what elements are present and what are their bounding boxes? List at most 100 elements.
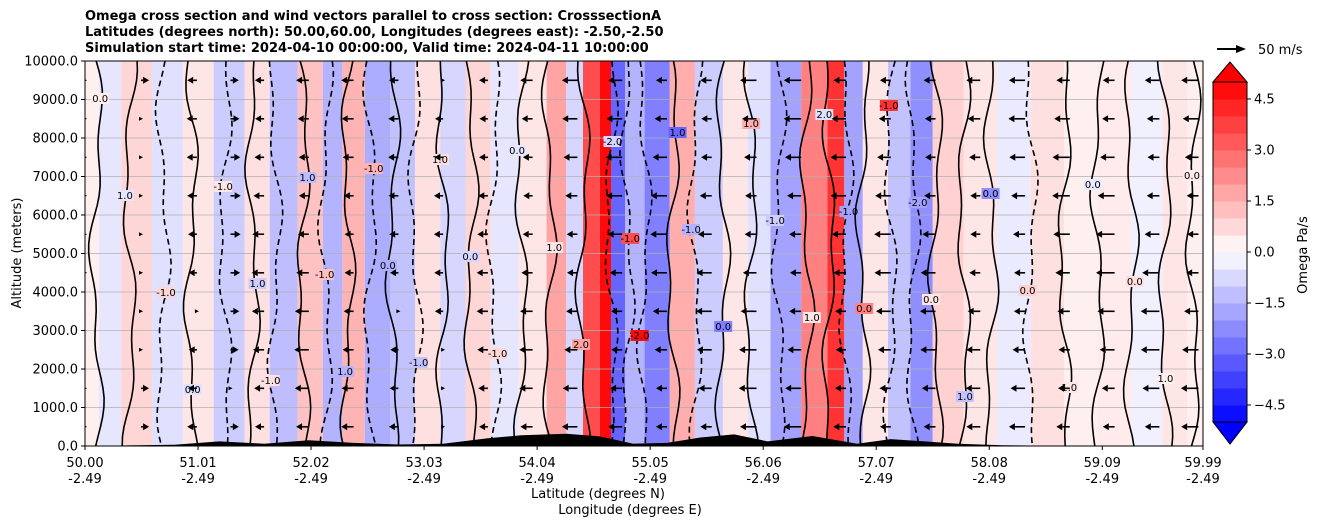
wind-vector-head	[479, 153, 486, 161]
contour-label: -1.0	[213, 182, 233, 193]
omega-contour-line	[182, 61, 200, 446]
wind-vector-head	[1102, 423, 1109, 431]
wind-vector-head	[188, 269, 195, 277]
omega-contour-line	[957, 61, 972, 446]
contour-label-bg	[1183, 170, 1201, 181]
wind-vector-head	[296, 423, 303, 431]
omega-contour-line	[1057, 61, 1073, 446]
wind-vector-head	[1096, 269, 1102, 277]
wind-vector-head	[1010, 384, 1017, 392]
wind-vector-head	[1008, 423, 1015, 431]
wind-vector-head	[924, 192, 931, 200]
wind-vector-head	[294, 384, 301, 392]
x-tick-label-lon: -2.49	[407, 472, 441, 487]
wind-vector-head	[1181, 76, 1188, 84]
contour-label: -1.0	[765, 216, 785, 227]
wind-vector-head	[251, 307, 258, 315]
wind-vector-head	[876, 307, 882, 315]
wind-vector-head	[1184, 307, 1191, 315]
contour-label: 2.0	[816, 110, 832, 121]
x-tick-label-lat: 56.06	[745, 456, 782, 471]
wind-vector-head	[920, 346, 927, 354]
colorbar-extend-max	[1211, 61, 1249, 83]
colorbar-band	[1213, 405, 1247, 423]
wind-vector-head	[1008, 76, 1015, 84]
omega-contour-line	[1184, 61, 1202, 446]
wind-vector-head	[188, 346, 195, 354]
omega-contour-line	[604, 61, 620, 446]
wind-vector-head	[700, 423, 707, 431]
chart-title-line-2: Latitudes (degrees north): 50.00,60.00, …	[85, 25, 664, 40]
y-tick-label: 9000.0	[33, 93, 79, 108]
colorbar-tick-label: 3.0	[1254, 144, 1275, 159]
wind-vector-head	[922, 230, 929, 238]
contour-label: 0.0	[92, 94, 108, 105]
wind-vector-head	[434, 269, 441, 277]
wind-vector-head	[143, 384, 149, 392]
contour-label: 0.0	[1184, 171, 1200, 182]
contour-label-bg	[315, 269, 334, 280]
contour-label-bg	[668, 127, 687, 138]
wind-vector-head	[188, 230, 194, 238]
contour-label-bg	[981, 188, 1000, 199]
contour-label-bg	[855, 303, 874, 314]
wind-vector-head	[607, 230, 614, 238]
wind-vector-head	[656, 384, 662, 392]
contour-label: 1.0	[546, 243, 562, 254]
wind-vector-head	[294, 307, 301, 315]
wind-vector-head	[561, 423, 568, 431]
wind-vector-head	[655, 76, 662, 84]
wind-vector-head	[874, 230, 881, 238]
wind-vector-head	[1144, 423, 1151, 431]
wind-vector-head	[566, 307, 573, 315]
omega-contour-line	[384, 61, 402, 446]
wind-vector-head	[77, 346, 83, 353]
wind-vector-head	[611, 307, 618, 315]
contour-label: -1.0	[620, 234, 640, 245]
wind-vector	[139, 309, 143, 314]
x-tick-label-lon: -2.49	[859, 472, 893, 487]
wind-vector-head	[789, 269, 796, 277]
omega-contour-line	[121, 61, 139, 446]
contour-label-bg	[157, 287, 175, 298]
wind-vector-head	[476, 307, 483, 315]
wind-vector-head	[1101, 384, 1108, 392]
wind-vector-head	[608, 76, 615, 84]
contour-label-bg	[461, 251, 480, 262]
wind-vector-head	[1184, 153, 1191, 161]
contour-label: 0.0	[923, 295, 939, 306]
colorbar-tick-label: −1.5	[1254, 297, 1286, 312]
wind-vector-head	[1147, 153, 1154, 161]
wind-vector-head	[255, 115, 262, 123]
wind-vector-head	[520, 76, 527, 84]
wind-vector-head	[1052, 153, 1059, 161]
wind-vector-head	[923, 423, 930, 431]
wind-vector-head	[1186, 192, 1193, 200]
wind-vector-head	[252, 230, 259, 238]
wind-vector-head	[878, 115, 885, 123]
contour-label-bg	[630, 330, 649, 341]
quiver-key-arrowhead	[1236, 45, 1246, 53]
wind-vector-head	[388, 115, 395, 123]
omega-contour-layer: 0.0 1.0 -1.0 0.0 -1.0 1.0 -1.0 1.0 -1.0 1.0 -1.0 0.…	[87, 61, 1202, 446]
wind-vector-head	[434, 307, 441, 315]
x-axis-label-longitude: Longitude (degrees E)	[558, 503, 702, 518]
omega-contour-line	[665, 61, 681, 446]
wind-vector	[139, 116, 143, 121]
wind-vector-head	[1187, 230, 1194, 238]
x-tick-label-lat: 54.04	[519, 456, 556, 471]
wind-vector-head	[833, 76, 840, 84]
wind-vector-head	[923, 76, 930, 84]
wind-vector-head	[1012, 346, 1019, 354]
wind-vector-head	[787, 192, 794, 200]
wind-vector-head	[606, 192, 613, 200]
wind-vector-head	[744, 153, 751, 161]
y-tick-label: 0.0	[57, 440, 78, 455]
wind-vector-head	[738, 384, 745, 392]
omega-contour-line	[87, 61, 105, 446]
colorbar-tick-label: 4.5	[1254, 93, 1275, 108]
contour-label-bg	[603, 136, 622, 147]
wind-vector-head	[343, 192, 350, 200]
wind-vector-head	[879, 76, 886, 84]
